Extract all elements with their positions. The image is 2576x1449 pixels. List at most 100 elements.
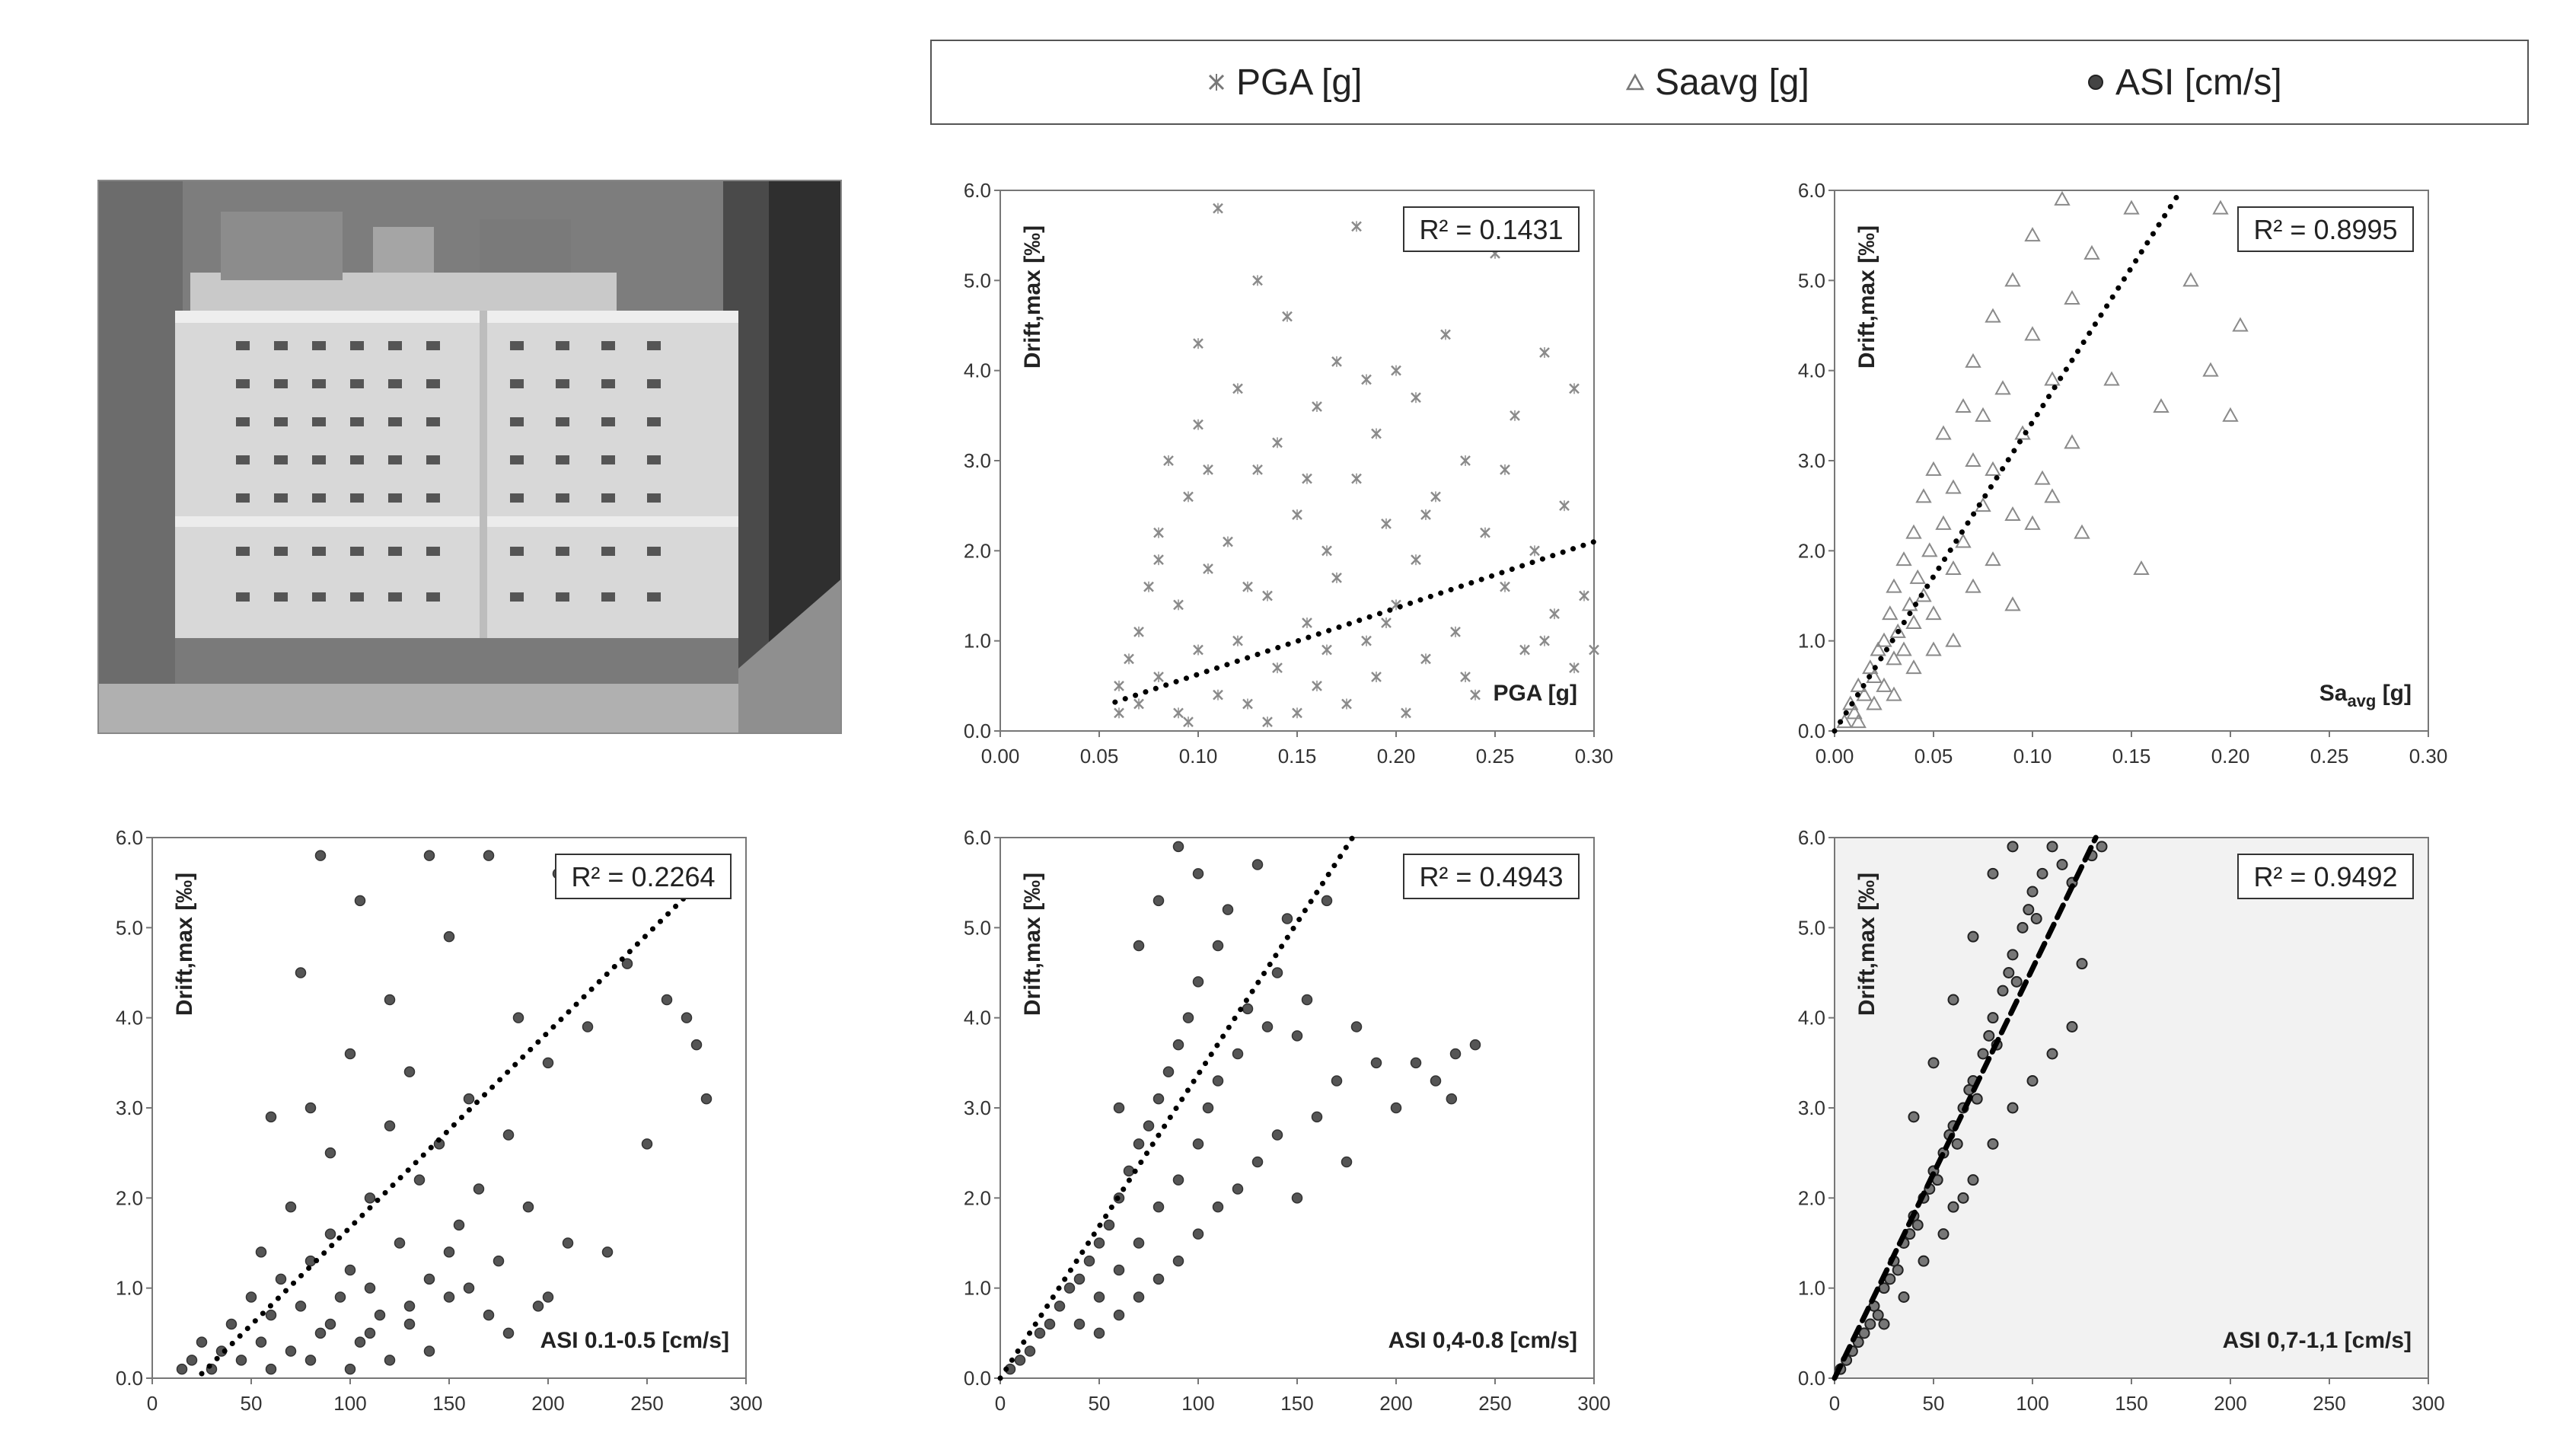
data-point — [2024, 326, 2041, 341]
data-point — [1975, 407, 1991, 422]
data-point — [542, 1057, 554, 1069]
data-point — [1997, 985, 2009, 997]
data-point — [1858, 1327, 1870, 1339]
r2-label: R² = 0.2264 — [571, 861, 715, 892]
building-illustration — [99, 181, 840, 732]
data-point — [285, 1345, 297, 1357]
data-point — [1153, 895, 1165, 907]
data-point — [1282, 311, 1293, 322]
data-point — [2103, 371, 2120, 386]
data-point — [1173, 599, 1184, 611]
data-point — [1983, 1029, 1995, 1042]
legend: PGA [g] Saavg [g] ASI [cm/s] — [930, 40, 2529, 125]
data-point — [344, 1363, 356, 1375]
data-point — [1569, 662, 1580, 674]
data-point — [295, 1301, 307, 1312]
y-tick-label: 4.0 — [1798, 1007, 1825, 1029]
y-tick-label: 5.0 — [964, 916, 991, 939]
x-tick-label: 0.10 — [2013, 745, 2052, 768]
data-point — [2030, 913, 2042, 924]
data-point — [1449, 1048, 1462, 1060]
data-point — [2056, 859, 2068, 870]
data-point — [641, 1138, 653, 1150]
data-point — [1133, 940, 1145, 952]
data-point — [2222, 407, 2239, 422]
data-point — [1093, 1237, 1105, 1249]
data-point — [1321, 644, 1332, 656]
plot-area — [999, 837, 1595, 1379]
y-tick-label: 0.0 — [1798, 720, 1825, 742]
data-point — [196, 1336, 208, 1348]
y-tick-label: 2.0 — [1798, 1186, 1825, 1209]
plot-area — [999, 190, 1595, 732]
data-point — [1371, 672, 1382, 682]
data-point — [255, 1336, 267, 1348]
data-point — [2044, 488, 2061, 503]
y-tick-label: 4.0 — [964, 1007, 991, 1029]
data-point — [2064, 434, 2080, 449]
data-point — [304, 1102, 317, 1114]
y-tick-label: 1.0 — [1798, 1277, 1825, 1300]
data-point — [453, 1219, 465, 1231]
data-point — [2076, 958, 2088, 970]
data-point — [403, 1301, 416, 1312]
data-point — [1212, 940, 1224, 952]
data-point — [1965, 452, 1981, 467]
data-point — [1850, 713, 1867, 729]
y-axis-label: Drift,max [‰] — [1854, 225, 1879, 369]
data-point — [374, 1309, 386, 1321]
data-point — [1203, 464, 1213, 475]
legend-label: Saavg [g] — [1655, 62, 1809, 103]
data-point — [1302, 618, 1312, 628]
data-point — [1232, 383, 1243, 394]
data-point — [601, 1246, 614, 1258]
data-point — [1113, 1264, 1125, 1276]
x-tick-label: 200 — [1379, 1392, 1412, 1415]
data-point — [1892, 1264, 1904, 1276]
data-point — [1947, 1201, 1959, 1213]
data-point — [1153, 554, 1164, 566]
data-point — [255, 1246, 267, 1258]
circle-marker-icon — [2088, 75, 2103, 90]
data-point — [275, 1273, 287, 1285]
data-point — [1579, 590, 1589, 602]
data-point — [2074, 524, 2090, 539]
data-point — [1967, 930, 1979, 943]
chart-saavg: 0.0 1.0 2.0 3.0 4.0 5.0 6.0 0.00 0.05 0.10 0.15 0.2… — [1798, 179, 2447, 768]
data-point — [2007, 949, 2019, 961]
data-point — [1361, 635, 1372, 646]
data-point — [443, 1246, 455, 1258]
data-point — [1886, 578, 1902, 593]
data-point — [1341, 698, 1352, 710]
data-point — [582, 1021, 594, 1032]
data-point — [1411, 554, 1421, 566]
chart-asi-01-05: 0.0 1.0 2.0 3.0 4.0 5.0 6.0 0 50 100 150 200 250 300 D… — [116, 826, 763, 1415]
data-point — [1411, 392, 1421, 404]
trend-line — [199, 889, 693, 1377]
data-point — [2202, 362, 2219, 377]
data-point — [304, 1355, 317, 1366]
x-tick-label: 150 — [432, 1392, 465, 1415]
data-point — [1519, 644, 1530, 656]
data-point — [344, 1048, 356, 1060]
chart-pga: 0.0 1.0 2.0 3.0 4.0 5.0 6.0 0.00 0.05 0.10 0.15 0.2… — [964, 179, 1613, 768]
data-point — [1500, 464, 1510, 475]
data-point — [681, 1012, 693, 1023]
data-point — [403, 1066, 416, 1077]
data-point — [1133, 626, 1144, 637]
data-point — [334, 1291, 346, 1303]
data-point — [1856, 686, 1873, 701]
x-tick-label: 0.15 — [2112, 745, 2151, 768]
data-point — [542, 1291, 554, 1303]
y-tick-label: 4.0 — [964, 359, 991, 382]
data-point — [1446, 1093, 1458, 1105]
data-point — [1103, 1219, 1115, 1231]
data-point — [1271, 1129, 1283, 1141]
data-point — [1539, 635, 1550, 646]
data-point — [2182, 272, 2199, 287]
data-point — [2024, 227, 2041, 242]
data-point — [364, 1327, 376, 1339]
data-point — [463, 1282, 475, 1294]
data-point — [1321, 895, 1333, 907]
data-point — [1846, 704, 1863, 720]
